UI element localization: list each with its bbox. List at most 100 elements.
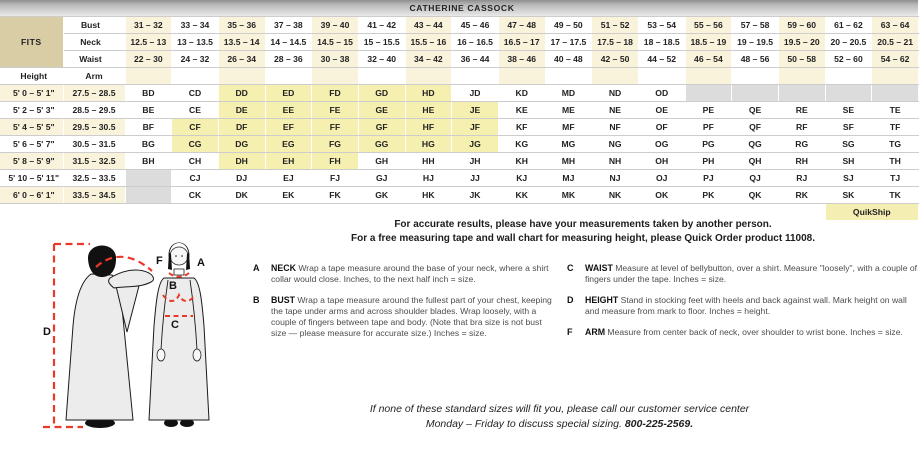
size-code-cell: TK	[871, 186, 919, 204]
unavailable-cell	[825, 84, 873, 102]
neck-range-cell: 12.5 – 13	[125, 33, 173, 51]
waist-range-cell: 22 – 30	[125, 50, 173, 68]
empty-header-cell	[825, 67, 873, 85]
size-table: CATHERINE CASSOCK FITS Bust 31 – 32 33 – …	[0, 0, 919, 220]
neck-range-cell: 20.5 – 21	[871, 33, 919, 51]
height-column-label: Height	[0, 67, 64, 85]
size-code-cell: EG	[265, 135, 313, 153]
instruction-letter: A	[253, 263, 260, 273]
size-row: 5' 2 – 5' 3" 28.5 – 29.5 BE CE DE EE FE GE HE JE K…	[0, 101, 919, 119]
size-code-cell: JF	[451, 118, 499, 136]
size-code-cell: BG	[125, 135, 173, 153]
size-code-cell: TF	[871, 118, 919, 136]
size-code-cell: NG	[591, 135, 639, 153]
size-code-cell: FJ	[311, 169, 359, 187]
size-row: 6' 0 – 6' 1" 33.5 – 34.5 CK DK EK FK GK HK JK KK M…	[0, 186, 919, 204]
empty-header-cell	[171, 67, 219, 85]
size-code-cell: EE	[265, 101, 313, 119]
size-code-cell: EH	[265, 152, 313, 170]
size-code-cell: RG	[778, 135, 826, 153]
size-code-cell: DD	[218, 84, 266, 102]
size-code-cell: EK	[265, 186, 313, 204]
neck-row-label: Neck	[63, 33, 126, 51]
size-code-cell: HK	[405, 186, 453, 204]
instruction-item: C WAIST Measure at level of bellybutton, …	[567, 263, 919, 285]
size-code-cell: QK	[731, 186, 779, 204]
size-code-cell: BF	[125, 118, 173, 136]
empty-header-cell	[545, 67, 593, 85]
size-code-cell: DF	[218, 118, 266, 136]
height-range-cell: 5' 6 – 5' 7"	[0, 135, 64, 153]
instruction-text: BUST Wrap a tape measure around the full…	[271, 295, 552, 338]
size-code-cell: HD	[405, 84, 453, 102]
neck-measure-line	[168, 272, 190, 278]
figure-label-b: B	[169, 280, 177, 292]
size-code-cell: RH	[778, 152, 826, 170]
size-code-cell: HH	[405, 152, 453, 170]
instruction-item: B BUST Wrap a tape measure around the ful…	[253, 295, 559, 339]
empty-header-cell	[498, 67, 546, 85]
size-code-cell: KG	[498, 135, 546, 153]
size-code-cell: PK	[685, 186, 733, 204]
instructions-right-column: C WAIST Measure at level of bellybutton, …	[567, 263, 919, 349]
size-code-cell: FK	[311, 186, 359, 204]
unavailable-cell	[685, 84, 733, 102]
table-title-row: CATHERINE CASSOCK	[0, 0, 919, 17]
neck-range-cell: 17 – 17.5	[545, 33, 593, 51]
height-range-cell: 5' 2 – 5' 3"	[0, 101, 64, 119]
bust-range-cell: 37 – 38	[265, 16, 313, 34]
bust-range-cell: 39 – 40	[311, 16, 359, 34]
waist-range-cell: 28 – 36	[265, 50, 313, 68]
bust-range-cell: 61 – 62	[825, 16, 873, 34]
arm-range-cell: 29.5 – 30.5	[63, 118, 126, 136]
size-code-cell: KD	[498, 84, 546, 102]
size-code-cell: GG	[358, 135, 406, 153]
neck-range-cell: 14 – 14.5	[265, 33, 313, 51]
bust-range-cell: 33 – 34	[171, 16, 219, 34]
empty-header-cell	[218, 67, 266, 85]
size-code-cell: QG	[731, 135, 779, 153]
size-code-cell: NF	[591, 118, 639, 136]
arm-column-label: Arm	[63, 67, 126, 85]
size-code-cell: PJ	[685, 169, 733, 187]
figure-label-c: C	[171, 319, 179, 331]
size-code-cell: PE	[685, 101, 733, 119]
bust-range-cell: 43 – 44	[405, 16, 453, 34]
instruction-letter: D	[567, 295, 574, 305]
figure-label-d: D	[43, 326, 51, 338]
height-range-cell: 6' 0 – 6' 1"	[0, 186, 64, 204]
size-row: 5' 4 – 5' 5" 29.5 – 30.5 BF CF DF EF FF GF HF JF K…	[0, 118, 919, 136]
size-code-cell: OF	[638, 118, 686, 136]
neck-range-cell: 19 – 19.5	[731, 33, 779, 51]
customer-service-phone[interactable]: 800-225-2569.	[624, 417, 694, 430]
empty-header-cell	[871, 67, 919, 85]
height-measure-line	[43, 242, 90, 429]
neck-range-cell: 15 – 15.5	[358, 33, 406, 51]
size-code-cell: ME	[545, 101, 593, 119]
size-code-cell: OH	[638, 152, 686, 170]
unavailable-cell	[125, 169, 173, 187]
size-code-cell: HJ	[405, 169, 453, 187]
size-code-cell: RJ	[778, 169, 826, 187]
quikship-row: QuikShip	[0, 203, 919, 220]
arm-range-cell: 32.5 – 33.5	[63, 169, 126, 187]
quikship-label: QuikShip	[825, 203, 919, 220]
unavailable-cell	[778, 84, 826, 102]
waist-range-cell: 26 – 34	[218, 50, 266, 68]
size-code-cell: SK	[825, 186, 873, 204]
instruction-item: A NECK Wrap a tape measure around the bas…	[253, 263, 559, 285]
neck-range-cell: 13 – 13.5	[171, 33, 219, 51]
waist-row: Waist 22 – 30 24 – 32 26 – 34 28 – 36 30 – 3…	[0, 50, 919, 68]
size-code-cell: ND	[591, 84, 639, 102]
size-code-cell: SF	[825, 118, 873, 136]
size-code-cell: OK	[638, 186, 686, 204]
neck-range-cell: 18.5 – 19	[685, 33, 733, 51]
instruction-term: WAIST	[585, 263, 613, 273]
size-code-cell: PF	[685, 118, 733, 136]
arm-range-cell: 30.5 – 31.5	[63, 135, 126, 153]
measurement-figure: D F A B C	[30, 222, 260, 454]
size-row: 5' 0 – 5' 1" 27.5 – 28.5 BD CD DD ED FD GD HD JD K…	[0, 84, 919, 102]
footer-line-2: Monday – Friday to discuss special sizin…	[253, 417, 866, 432]
height-range-cell: 5' 10 – 5' 11"	[0, 169, 64, 187]
